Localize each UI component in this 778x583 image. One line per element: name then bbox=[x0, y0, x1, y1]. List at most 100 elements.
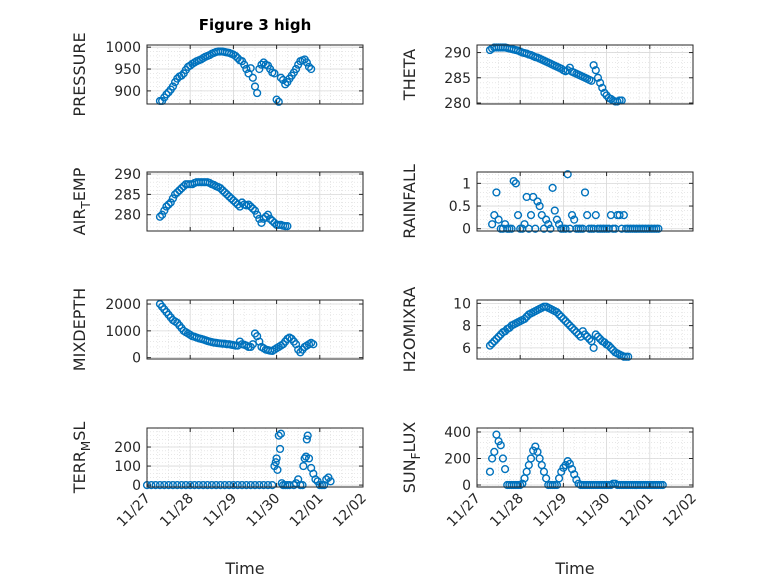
subplot-mixdepth: 0 1000 2000 MIXDEPTH bbox=[70, 288, 364, 371]
x-axis-label: Time bbox=[554, 559, 594, 578]
data-point bbox=[500, 465, 510, 474]
data-point bbox=[160, 206, 169, 215]
data-point bbox=[583, 211, 592, 220]
data-point bbox=[151, 480, 160, 490]
data-point bbox=[520, 220, 529, 229]
data-point bbox=[542, 215, 551, 224]
x-tick-label: 12/02 bbox=[330, 491, 370, 531]
data-point bbox=[552, 215, 562, 224]
data-point bbox=[490, 337, 499, 346]
data-point bbox=[550, 206, 559, 215]
data-point bbox=[173, 480, 182, 490]
y-tick-label: 2000 bbox=[105, 297, 141, 313]
data-point bbox=[168, 480, 178, 490]
data-point bbox=[220, 188, 229, 197]
data-point bbox=[222, 190, 232, 199]
data-point bbox=[255, 480, 264, 490]
x-tick-label: 11/30 bbox=[244, 491, 284, 531]
data-point bbox=[589, 61, 598, 70]
data-point bbox=[281, 80, 290, 89]
data-point bbox=[529, 192, 538, 202]
data-point bbox=[218, 186, 227, 195]
data-point bbox=[561, 317, 570, 326]
data-point bbox=[246, 202, 255, 211]
data-point bbox=[533, 197, 542, 206]
data-point bbox=[526, 211, 536, 220]
y-tick-label: 0 bbox=[462, 478, 471, 494]
data-point bbox=[250, 206, 260, 215]
y-tick-label: 1 bbox=[462, 176, 471, 192]
data-point bbox=[598, 83, 607, 92]
data-point bbox=[309, 340, 318, 349]
y-tick-label: 400 bbox=[444, 425, 471, 441]
data-point bbox=[270, 69, 279, 78]
plot-area bbox=[147, 172, 363, 231]
data-point bbox=[531, 224, 540, 233]
data-point bbox=[500, 220, 510, 229]
subplot-air: 280 285 290 AIRTEMP bbox=[70, 167, 364, 235]
data-point bbox=[552, 308, 562, 317]
data-point bbox=[300, 454, 309, 463]
data-point bbox=[248, 204, 257, 213]
data-point bbox=[572, 475, 581, 484]
data-point bbox=[529, 446, 538, 455]
x-tick-label: 12/01 bbox=[287, 491, 327, 531]
data-point bbox=[266, 214, 275, 223]
y-tick-label: 280 bbox=[444, 96, 471, 112]
data-point bbox=[271, 458, 280, 467]
data-point bbox=[498, 454, 508, 463]
data-point bbox=[559, 314, 568, 324]
data-point bbox=[304, 62, 314, 71]
data-point bbox=[255, 64, 264, 74]
x-tick-label: 11/28 bbox=[487, 491, 527, 531]
data-point bbox=[263, 480, 273, 490]
data-point bbox=[275, 444, 285, 454]
data-point bbox=[593, 73, 603, 82]
y-tick-label: 1000 bbox=[105, 40, 141, 56]
y-tick-label: 200 bbox=[114, 440, 141, 456]
data-point bbox=[240, 60, 249, 69]
data-point bbox=[570, 215, 579, 224]
data-point bbox=[298, 480, 307, 490]
x-tick-label: 11/30 bbox=[574, 491, 614, 531]
data-point bbox=[177, 480, 186, 490]
data-point bbox=[509, 176, 518, 186]
y-axis-label: AIRTEMP bbox=[70, 167, 93, 235]
data-point bbox=[246, 480, 255, 490]
data-point bbox=[494, 332, 503, 341]
data-point bbox=[557, 312, 566, 321]
x-axis-label: Time bbox=[224, 559, 264, 578]
data-point bbox=[268, 480, 277, 490]
data-point bbox=[587, 76, 596, 85]
data-point bbox=[565, 321, 574, 330]
axes-box bbox=[476, 44, 694, 105]
data-point bbox=[591, 211, 600, 220]
data-point bbox=[199, 480, 208, 490]
data-point bbox=[160, 480, 169, 490]
data-point bbox=[326, 477, 335, 486]
data-point bbox=[485, 341, 495, 350]
data-point bbox=[596, 78, 605, 87]
data-point bbox=[654, 224, 663, 233]
data-point bbox=[229, 480, 238, 490]
data-point bbox=[261, 212, 270, 221]
data-point bbox=[194, 480, 203, 490]
data-point bbox=[216, 480, 225, 490]
data-point bbox=[220, 480, 229, 490]
data-point bbox=[212, 480, 221, 490]
data-point bbox=[248, 73, 257, 82]
data-point bbox=[548, 183, 557, 192]
data-point bbox=[162, 202, 171, 211]
data-point bbox=[273, 465, 282, 474]
data-point bbox=[272, 454, 281, 463]
y-axis-label: MIXDEPTH bbox=[70, 288, 89, 371]
data-point bbox=[216, 184, 225, 193]
data-point bbox=[303, 431, 312, 440]
data-point bbox=[563, 319, 572, 328]
x-tick-label: 11/29 bbox=[200, 491, 240, 531]
data-point bbox=[237, 480, 247, 490]
data-point bbox=[302, 435, 311, 444]
y-axis-label: RAINFALL bbox=[400, 164, 419, 239]
data-point bbox=[224, 192, 234, 201]
data-point bbox=[246, 64, 255, 73]
